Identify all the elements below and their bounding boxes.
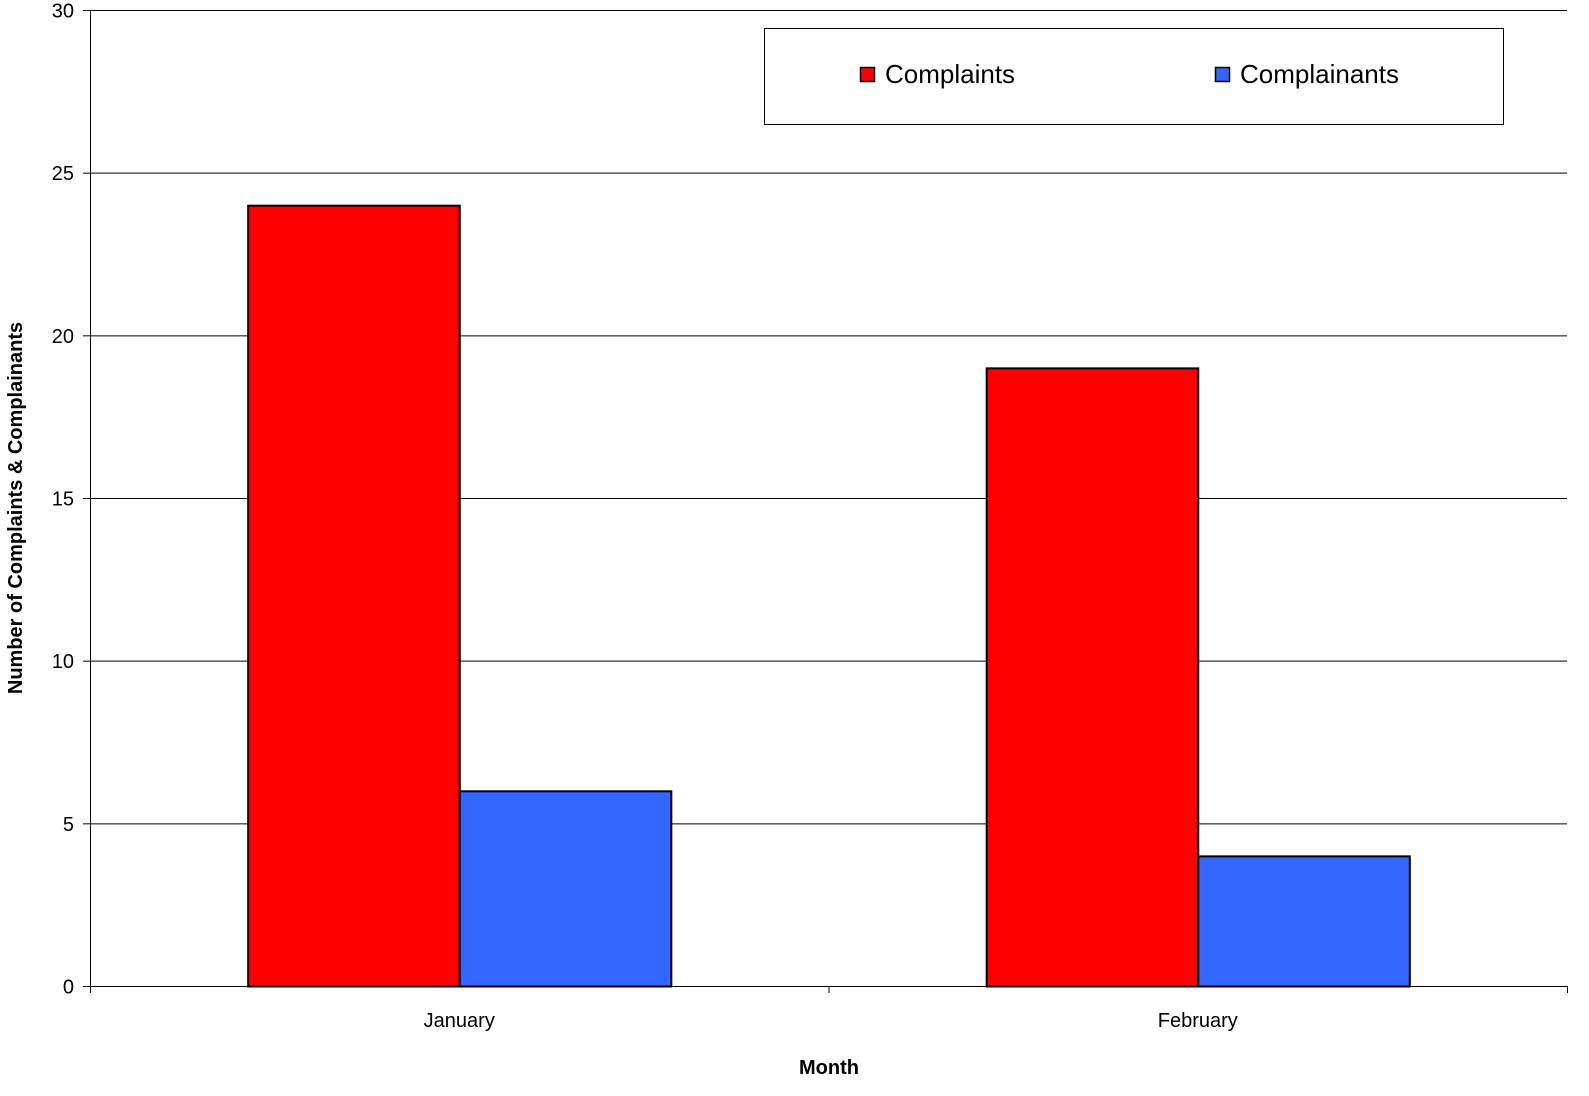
legend-label-complainants: Complainants (1240, 59, 1399, 89)
bar-complaints-january (247, 204, 461, 988)
y-tick-label: 0 (63, 977, 74, 999)
legend-label-complaints: Complaints (885, 59, 1015, 89)
x-tick-label: January (424, 1010, 495, 1032)
x-axis-title: Month (799, 1057, 859, 1079)
legend-swatch-complainants (1214, 66, 1231, 83)
y-tick-label: 30 (52, 1, 74, 23)
y-tick-label: 10 (52, 651, 74, 673)
bars (247, 204, 1411, 988)
legend-swatch-complaints (859, 66, 876, 83)
y-tick-label: 5 (63, 814, 74, 836)
y-tick-label: 20 (52, 326, 74, 348)
bar-complaints-february (985, 367, 1200, 988)
bar-complainants-february (1197, 855, 1411, 988)
y-tick-label: 15 (52, 489, 74, 511)
bar-complainants-january (458, 790, 673, 988)
legend: Complaints Complainants (764, 28, 1504, 125)
axes: 0 5 10 15 20 25 30 January February (52, 1, 1568, 1032)
legend-box (764, 28, 1504, 125)
x-tick-label: February (1158, 1010, 1238, 1032)
y-tick-label: 25 (52, 163, 74, 185)
y-axis-title: Number of Complaints & Complainants (5, 322, 27, 694)
